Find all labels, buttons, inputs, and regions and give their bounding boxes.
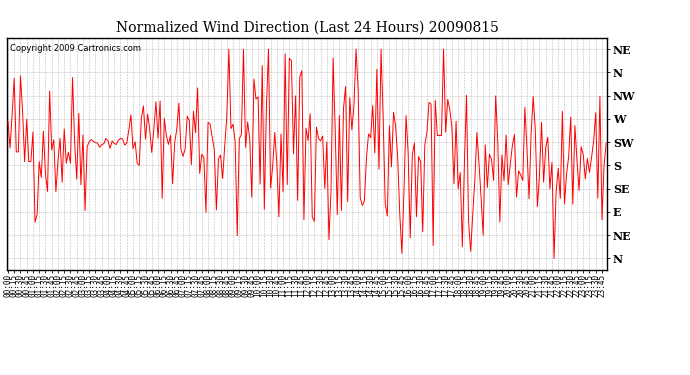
Text: Copyright 2009 Cartronics.com: Copyright 2009 Cartronics.com (10, 45, 141, 54)
Title: Normalized Wind Direction (Last 24 Hours) 20090815: Normalized Wind Direction (Last 24 Hours… (116, 21, 498, 35)
